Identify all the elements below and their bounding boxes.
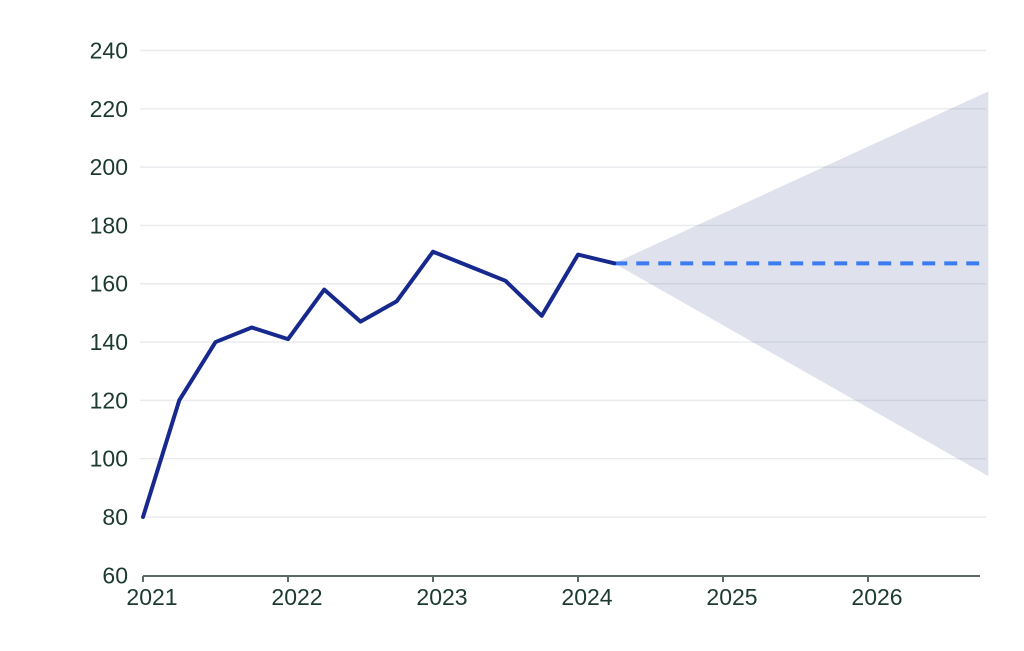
x-tick-label: 2023	[416, 584, 467, 610]
x-tick-label: 2024	[561, 584, 612, 610]
x-tick-label: 2022	[271, 584, 322, 610]
y-tick-label: 240	[90, 38, 128, 64]
x-tick-label: 2021	[126, 584, 177, 610]
x-tick-label: 2025	[706, 584, 757, 610]
x-tick-label: 2026	[851, 584, 902, 610]
y-tick-label: 100	[90, 446, 128, 472]
historical-line	[141, 249, 617, 519]
y-tick-label: 120	[90, 387, 128, 413]
uncertainty-band	[614, 91, 989, 477]
y-tick-label: 140	[90, 329, 128, 355]
y-tick-label: 220	[90, 96, 128, 122]
y-tick-label: 80	[102, 504, 128, 530]
y-tick-label: 160	[90, 271, 128, 297]
y-tick-label: 60	[102, 562, 128, 588]
y-tick-label: 200	[90, 154, 128, 180]
y-tick-label: 180	[90, 212, 128, 238]
